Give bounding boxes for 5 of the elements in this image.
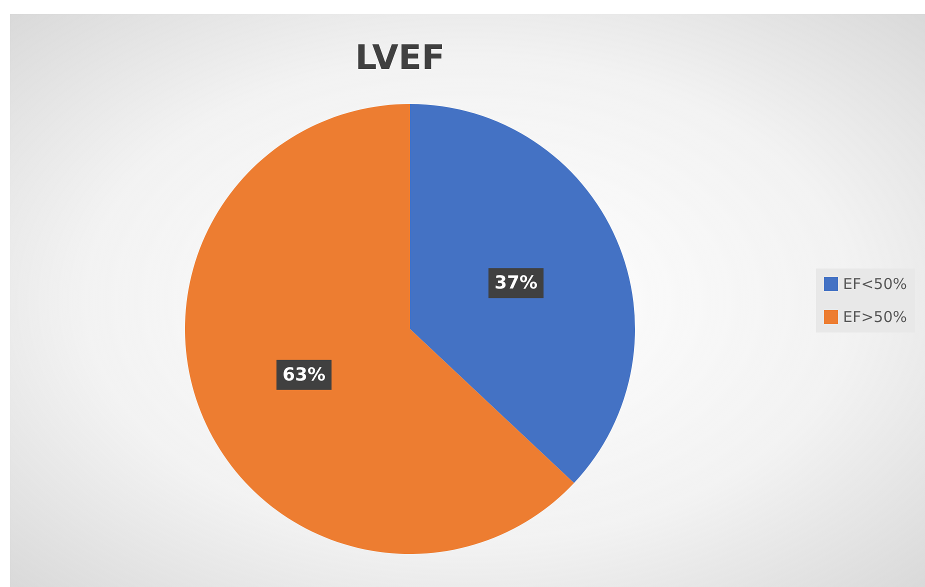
chart-title: LVEF <box>355 38 445 78</box>
legend-label: EF>50% <box>842 308 907 326</box>
data-label: 37% <box>494 272 538 294</box>
data-label: 63% <box>282 364 326 386</box>
legend-label: EF<50% <box>842 275 907 293</box>
